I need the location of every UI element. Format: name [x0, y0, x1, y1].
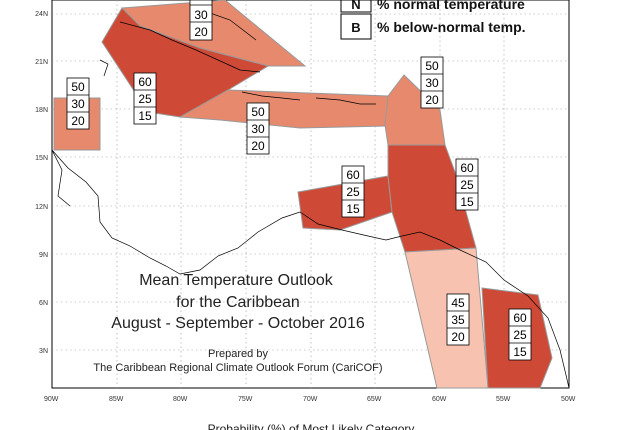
- lon-label: 90W: [44, 396, 59, 403]
- lon-label: 80W: [173, 396, 188, 403]
- legend-n-box: [340, 0, 372, 13]
- prob-value: 30: [194, 8, 208, 22]
- legend-b-key: B: [351, 20, 360, 35]
- lon-label: 75W: [238, 396, 253, 403]
- prob-value: 15: [138, 109, 152, 123]
- region-guyana: [404, 247, 489, 389]
- credit-line-2: The Caribbean Regional Climate Outlook F…: [93, 362, 382, 374]
- prob-value: 60: [138, 75, 152, 89]
- prob-value: 25: [513, 328, 527, 342]
- prob-value: 60: [460, 161, 474, 175]
- prob-value: 15: [513, 345, 527, 359]
- prob-box-lesser-antilles-north: 50 30 20: [420, 56, 444, 109]
- prob-value: 50: [425, 59, 439, 73]
- prob-value: 60: [346, 168, 360, 182]
- longitude-labels: 90W 85W 80W 75W 70W 65W 60W 55W 50W: [44, 396, 576, 403]
- legend-b-label: % below-normal temp.: [377, 19, 526, 35]
- lat-label: 9N: [39, 252, 48, 259]
- prob-value: 20: [451, 330, 465, 344]
- prob-value: 25: [346, 185, 360, 199]
- lat-label: 21N: [35, 59, 48, 66]
- lat-label: 3N: [39, 348, 48, 355]
- prob-box-belize-honduras: 50 30 20: [66, 77, 90, 130]
- lon-label: 50W: [561, 396, 576, 403]
- prob-value: 15: [460, 195, 474, 209]
- lon-label: 60W: [432, 396, 447, 403]
- prob-value: 30: [251, 122, 265, 136]
- lat-label: 18N: [35, 107, 48, 114]
- prob-box-caribbean-south: 60 25 15: [341, 165, 365, 218]
- prob-value: 50: [251, 105, 265, 119]
- lat-label: 6N: [39, 300, 48, 307]
- lon-label: 85W: [109, 396, 124, 403]
- lon-label: 70W: [303, 396, 318, 403]
- legend-n-label: % normal temperature: [377, 0, 525, 12]
- prob-value: 20: [71, 114, 85, 128]
- title-line-3: August - September - October 2016: [111, 315, 365, 332]
- prob-box-windward-trinidad: 60 25 15: [455, 158, 479, 211]
- prob-value: 15: [346, 202, 360, 216]
- title-line-1: Mean Temperature Outlook: [139, 272, 334, 289]
- lon-label: 65W: [367, 396, 382, 403]
- legend: N % normal temperature B % below-normal …: [340, 0, 526, 40]
- prob-value: 45: [451, 296, 465, 310]
- lat-label: 15N: [35, 155, 48, 162]
- title-line-2: for the Caribbean: [176, 294, 300, 311]
- prob-box-greater-antilles: 50 30 20: [246, 102, 270, 155]
- probability-boxes: 30 20 50 30 20 60 25 15 50 30 20: [66, 0, 532, 361]
- lat-label: 24N: [35, 11, 48, 18]
- prob-value: 35: [451, 313, 465, 327]
- prob-value: 20: [251, 139, 265, 153]
- prob-value: 25: [460, 178, 474, 192]
- prob-box-cuba-cayman: 60 25 15: [133, 72, 157, 125]
- legend-b-box: [340, 13, 372, 40]
- prob-value: 25: [138, 92, 152, 106]
- prob-value: 20: [194, 25, 208, 39]
- prob-value: 30: [71, 97, 85, 111]
- prob-value: 60: [513, 311, 527, 325]
- prob-box-guyana: 45 35 20: [446, 293, 470, 346]
- prob-value: 50: [71, 80, 85, 94]
- prob-value: 30: [425, 76, 439, 90]
- prob-box-bahamas: 30 20: [189, 0, 213, 41]
- plot-frame: [51, 0, 570, 389]
- colorbar-caption: Probability (%) of Most Likely Category: [208, 422, 415, 430]
- legend-n-key: N: [351, 0, 360, 12]
- credit-line-1: Prepared by: [208, 348, 268, 360]
- lat-label: 12N: [35, 204, 48, 211]
- prob-value: 20: [425, 93, 439, 107]
- latitude-labels: 24N 21N 18N 15N 12N 9N 6N 3N: [35, 11, 48, 355]
- prob-box-suriname-french-guiana: 60 25 15: [508, 308, 532, 361]
- map-title: Mean Temperature Outlook for the Caribbe…: [111, 272, 365, 332]
- map-credit: Prepared by The Caribbean Regional Clima…: [93, 348, 382, 374]
- lon-label: 55W: [496, 396, 511, 403]
